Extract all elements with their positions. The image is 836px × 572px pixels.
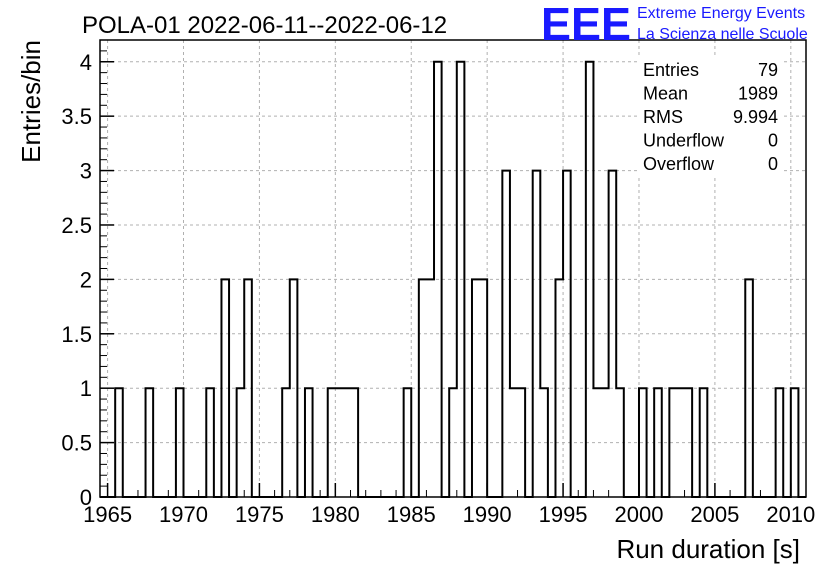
histogram-outline	[100, 60, 806, 498]
stats-box-background	[637, 55, 781, 177]
y-tick-label-5: 2.5	[61, 213, 92, 238]
y-tick-labels: 0 0.5 1 1.5 2 2.5 3 3.5 4	[61, 50, 92, 510]
stats-label-1: Mean	[643, 84, 688, 104]
stats-value-3: 0	[768, 131, 778, 151]
x-tick-label-5: 1990	[463, 502, 512, 527]
x-tick-label-9: 2010	[766, 502, 815, 527]
x-tick-label-7: 2000	[615, 502, 664, 527]
eee-logo-line1: Extreme Energy Events	[637, 5, 805, 22]
axis-ticks	[100, 50, 807, 498]
chart-title: POLA-01 2022-06-11--2022-06-12	[82, 12, 447, 39]
stats-label-4: Overflow	[643, 154, 715, 174]
y-tick-label-0: 0	[80, 485, 92, 510]
histogram-bars	[100, 60, 806, 498]
y-tick-label-7: 3.5	[61, 104, 92, 129]
y-tick-label-8: 4	[80, 50, 92, 75]
stats-label-3: Underflow	[643, 131, 725, 151]
stats-value-2: 9.994	[733, 107, 778, 127]
stats-value-0: 79	[758, 60, 778, 80]
stats-value-1: 1989	[738, 84, 778, 104]
x-tick-labels: 1965 1970 1975 1980 1985 1990 1995 2000 2005 2010	[83, 502, 815, 527]
y-tick-label-1: 0.5	[61, 431, 92, 456]
stats-label-2: RMS	[643, 107, 683, 127]
y-tick-label-2: 1	[80, 376, 92, 401]
stats-value-4: 0	[768, 154, 778, 174]
stats-label-0: Entries	[643, 60, 699, 80]
y-tick-label-6: 3	[80, 159, 92, 184]
x-axis-label: Run duration [s]	[616, 534, 800, 564]
x-tick-label-6: 1995	[539, 502, 588, 527]
stats-box: Entries 79 Mean 1989 RMS 9.994 Underflow 0 Overf…	[637, 55, 781, 177]
y-tick-label-4: 2	[80, 267, 92, 292]
y-axis-label: Entries/bin	[16, 40, 46, 163]
y-tick-label-3: 1.5	[61, 322, 92, 347]
x-tick-label-8: 2005	[690, 502, 739, 527]
eee-logo-mark: EEE	[541, 0, 631, 50]
x-tick-label-4: 1985	[387, 502, 436, 527]
x-tick-label-0: 1965	[83, 502, 132, 527]
x-tick-label-3: 1980	[311, 502, 360, 527]
eee-logo-line2: La Scienza nelle Scuole	[637, 26, 808, 43]
x-tick-label-2: 1975	[235, 502, 284, 527]
x-tick-label-1: 1970	[159, 502, 208, 527]
eee-logo: EEE Extreme Energy Events La Scienza nel…	[541, 0, 808, 50]
